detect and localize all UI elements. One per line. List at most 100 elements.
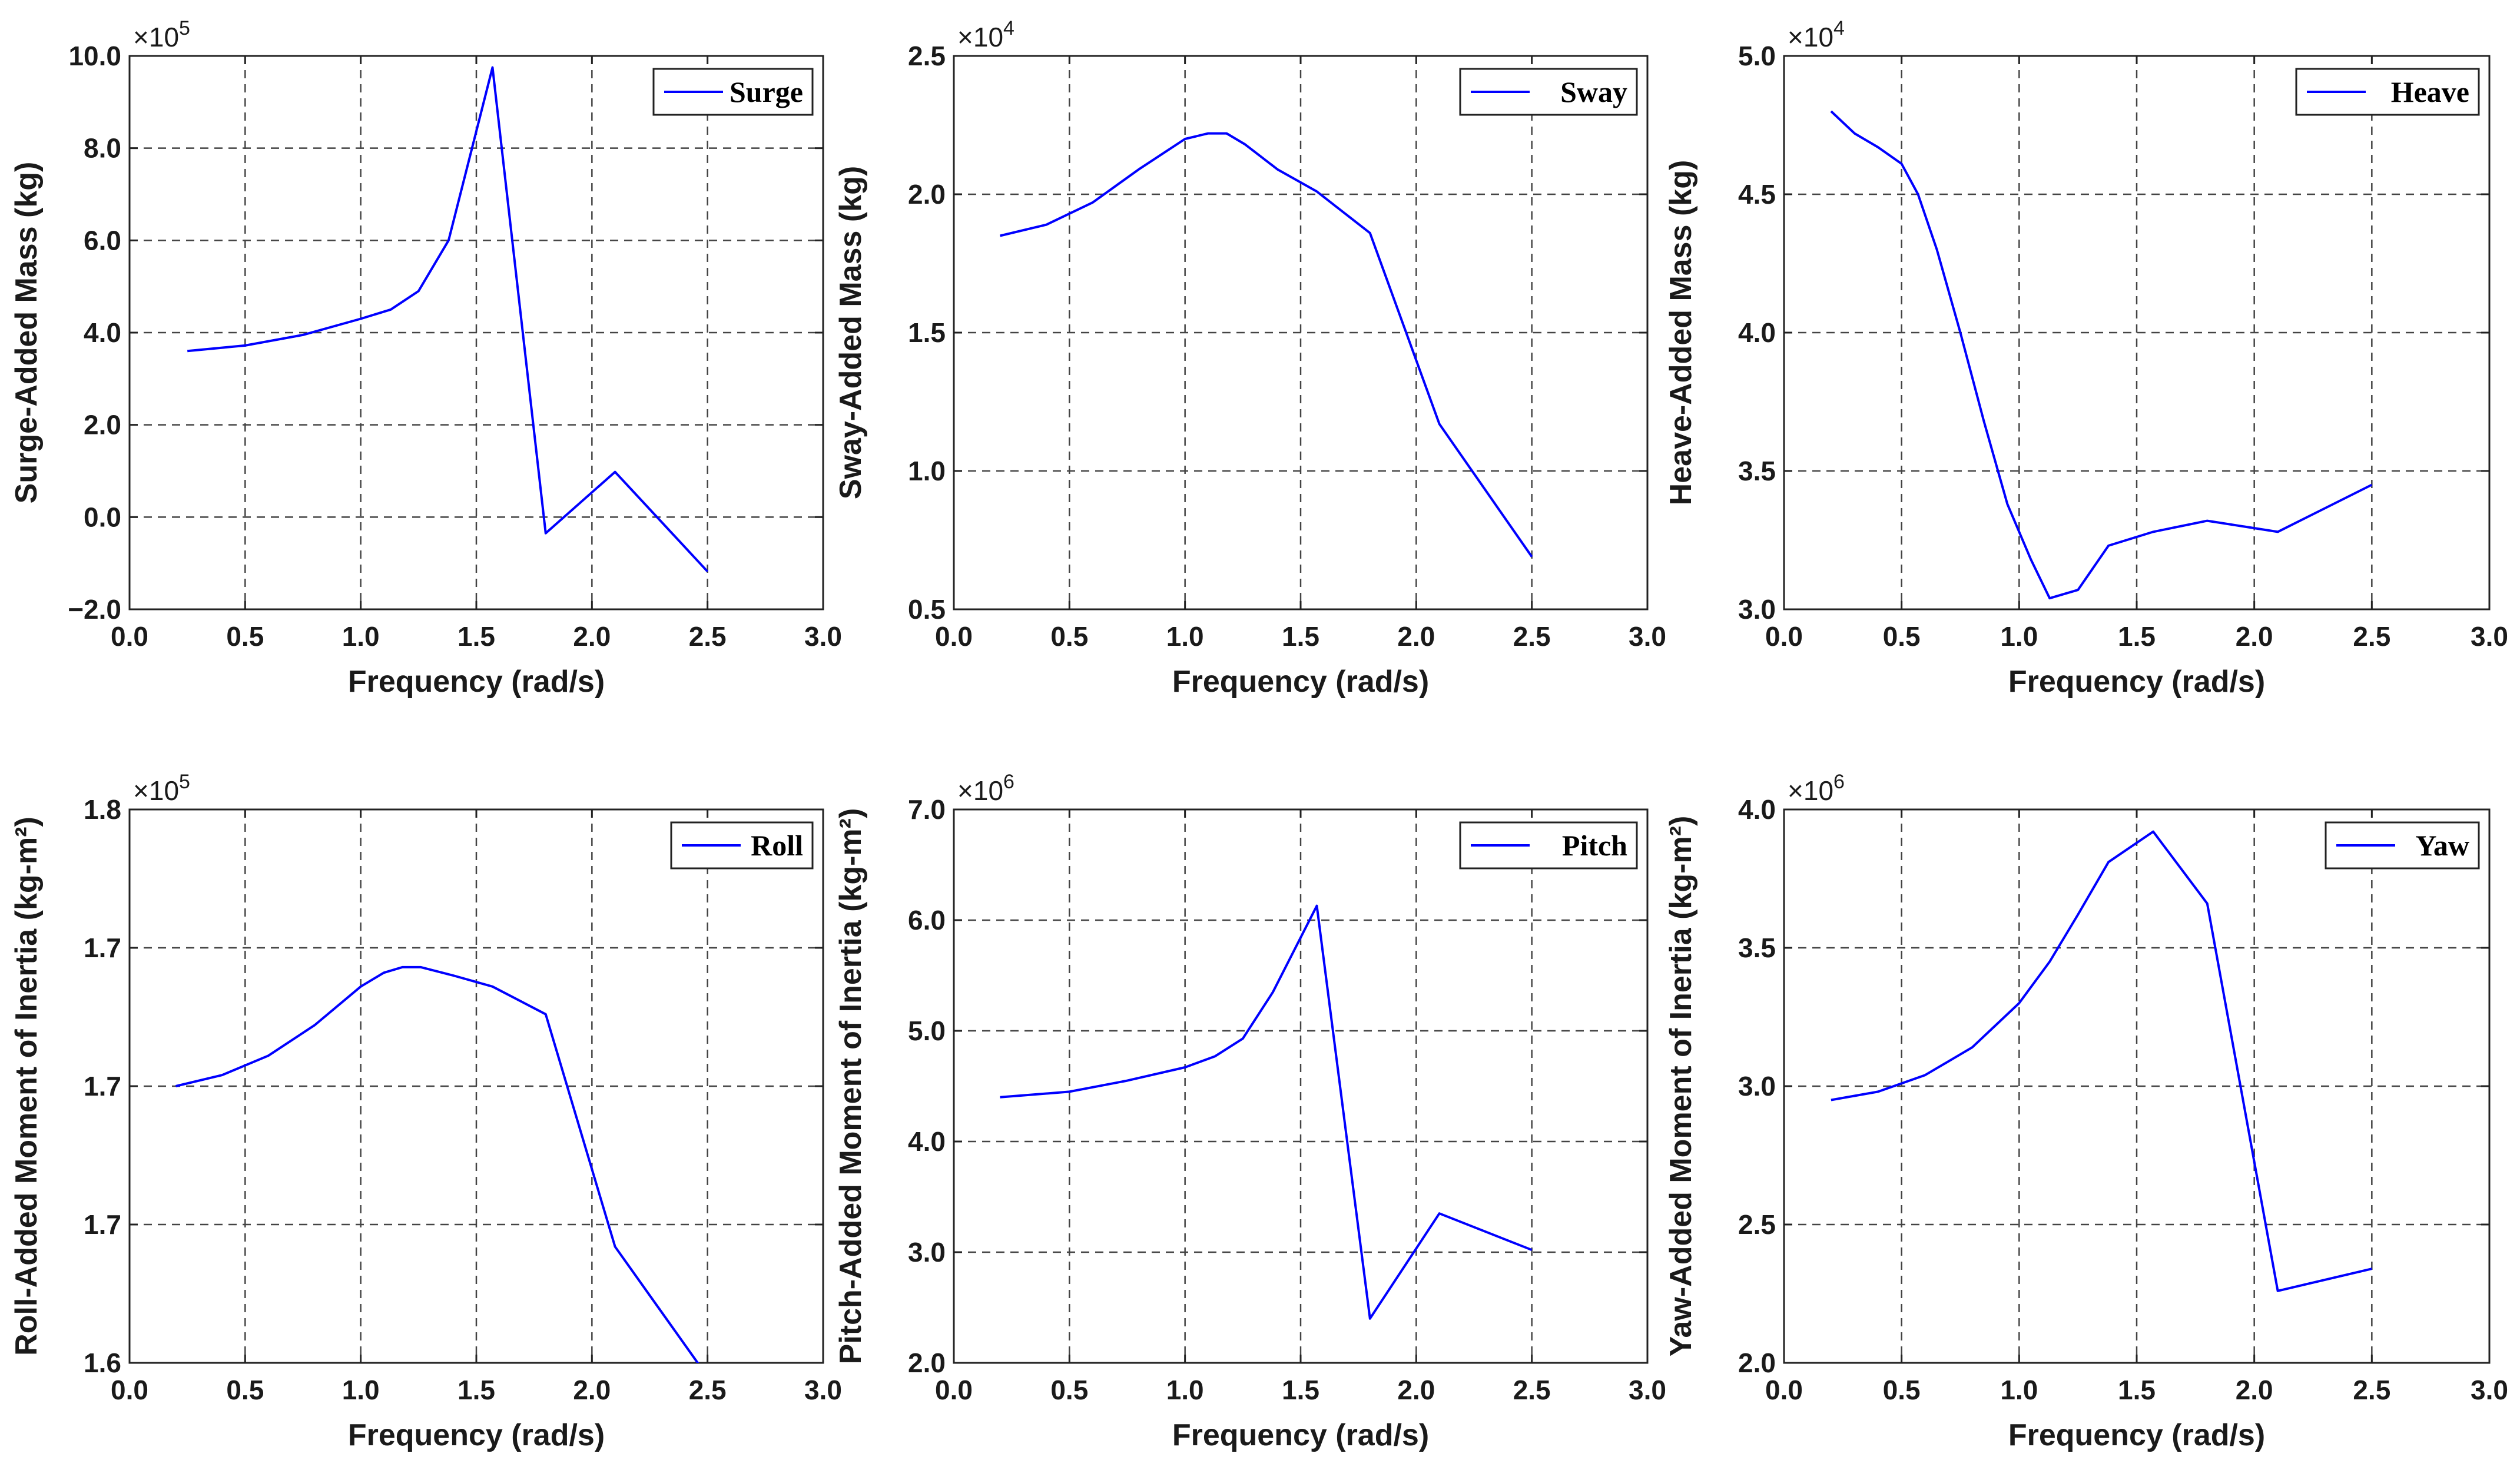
- y-tick-label: 3.0: [1738, 1071, 1776, 1101]
- chart-panel-4: 0.0 0.5 1.0 1.5 2.0 2.5 3.0 1.6 1.7 1.7 1.7 1.8 ×105…: [9, 771, 842, 1452]
- y-tick-label: 0.0: [84, 502, 121, 532]
- x-tick-label: 3.0: [804, 1375, 842, 1405]
- y-tick-label: 4.5: [1738, 179, 1776, 210]
- x-tick-label: 1.5: [1282, 1375, 1319, 1405]
- x-tick-label: 0.5: [226, 621, 264, 652]
- y-tick-label: 6.0: [84, 225, 121, 255]
- x-tick-label: 2.5: [1513, 621, 1551, 652]
- y-tick-label: 0.5: [908, 594, 946, 625]
- x-tick-label: 1.0: [1166, 621, 1204, 652]
- x-tick-label: 0.0: [935, 621, 973, 652]
- y-tick-label: 2.0: [84, 410, 121, 440]
- x-tick-label: 0.5: [1050, 1375, 1088, 1405]
- y-tick-label: 1.5: [908, 317, 946, 348]
- x-tick-label: 1.0: [342, 621, 380, 652]
- x-tick-label: 2.0: [2236, 1375, 2273, 1405]
- x-tick-label: 2.0: [573, 1375, 611, 1405]
- y-tick-label: 1.6: [84, 1348, 121, 1378]
- x-axis-label: Frequency (rad/s): [348, 1418, 605, 1452]
- y-tick-label: 2.5: [908, 41, 946, 71]
- y-tick-label: 4.0: [1738, 794, 1776, 825]
- y-tick-label: 1.7: [84, 1071, 121, 1101]
- legend-label: Surge: [730, 75, 803, 108]
- y-tick-label: 5.0: [1738, 41, 1776, 71]
- x-tick-label: 0.5: [226, 1375, 264, 1405]
- x-tick-label: 2.5: [689, 1375, 727, 1405]
- axis-multiplier: ×105: [133, 17, 190, 52]
- x-tick-label: 2.5: [689, 621, 727, 652]
- legend: Sway: [1459, 68, 1638, 116]
- x-tick-label: 0.0: [111, 1375, 148, 1405]
- y-tick-label: 2.5: [1738, 1209, 1776, 1240]
- y-tick-label: 5.0: [908, 1016, 946, 1046]
- x-axis-label: Frequency (rad/s): [1172, 1418, 1429, 1452]
- legend: Roll: [670, 821, 814, 870]
- x-tick-label: 2.0: [2236, 621, 2273, 652]
- y-tick-label: 2.0: [1738, 1348, 1776, 1378]
- series-line-roll: [175, 965, 699, 1363]
- legend-label: Pitch: [1562, 829, 1627, 862]
- y-tick-label: 3.0: [1738, 594, 1776, 625]
- y-tick-label: 3.5: [1738, 456, 1776, 486]
- x-tick-label: 0.0: [1765, 1375, 1803, 1405]
- legend: Surge: [652, 68, 814, 116]
- x-tick-label: 1.0: [342, 1375, 380, 1405]
- y-axis-label: Heave-Added Mass (kg): [1664, 160, 1698, 506]
- y-tick-label: 10.0: [68, 41, 121, 71]
- y-axis-label: Surge-Added Mass (kg): [9, 162, 44, 504]
- y-axis-label: Yaw-Added Moment of Inertia (kg-m²): [1664, 816, 1698, 1357]
- x-axis-label: Frequency (rad/s): [348, 665, 605, 699]
- x-tick-label: 3.0: [1629, 621, 1666, 652]
- x-tick-label: 2.0: [573, 621, 611, 652]
- series-line-sway: [1000, 132, 1533, 558]
- y-tick-label: 1.0: [908, 456, 946, 486]
- legend: Yaw: [2325, 821, 2480, 870]
- x-tick-label: 2.5: [1513, 1375, 1551, 1405]
- x-tick-label: 0.5: [1050, 621, 1088, 652]
- x-tick-label: 0.0: [935, 1375, 973, 1405]
- y-tick-label: 8.0: [84, 133, 121, 164]
- x-tick-label: 3.0: [2471, 621, 2508, 652]
- y-tick-label: 3.0: [908, 1237, 946, 1267]
- y-tick-label: 3.5: [1738, 933, 1776, 963]
- series-line-heave: [1830, 110, 2373, 600]
- y-tick-label: 7.0: [908, 794, 946, 825]
- axis-multiplier: ×106: [1788, 771, 1845, 806]
- x-tick-label: 1.5: [457, 1375, 495, 1405]
- x-tick-label: 0.0: [1765, 621, 1803, 652]
- legend: Heave: [2295, 68, 2480, 116]
- x-tick-label: 1.0: [2000, 621, 2038, 652]
- x-tick-label: 3.0: [1629, 1375, 1666, 1405]
- chart-panel-1: 0.0 0.5 1.0 1.5 2.0 2.5 3.0−2.00.02.04.06.08.0…: [9, 17, 842, 699]
- axis-multiplier: ×105: [133, 771, 190, 806]
- y-tick-label: 1.8: [84, 794, 121, 825]
- legend-label: Sway: [1560, 75, 1627, 108]
- x-tick-label: 2.5: [2353, 621, 2390, 652]
- x-tick-label: 1.5: [1282, 621, 1319, 652]
- y-tick-label: 4.0: [908, 1126, 946, 1157]
- y-axis-label: Pitch-Added Moment of Inertia (kg-m²): [834, 808, 868, 1365]
- legend-label: Heave: [2391, 75, 2469, 108]
- x-tick-label: 2.0: [1397, 1375, 1435, 1405]
- y-tick-label: 2.0: [908, 179, 946, 210]
- x-tick-label: 2.5: [2353, 1375, 2390, 1405]
- y-axis-label: Sway-Added Mass (kg): [834, 166, 868, 499]
- x-tick-label: 3.0: [804, 621, 842, 652]
- y-tick-label: 1.7: [84, 933, 121, 963]
- chart-panel-5: 0.0 0.5 1.0 1.5 2.0 2.5 3.0 2.0 3.0 4.0 5.0 6.0 7.0 ×…: [834, 771, 1666, 1452]
- y-tick-label: 2.0: [908, 1348, 946, 1378]
- chart-panel-6: 0.0 0.5 1.0 1.5 2.0 2.5 3.0 2.0 2.5 3.0 3.5 4.0 ×106…: [1664, 771, 2508, 1452]
- x-tick-label: 0.0: [111, 621, 148, 652]
- y-tick-label: 4.0: [1738, 317, 1776, 348]
- legend: Pitch: [1459, 821, 1638, 870]
- y-tick-label: 6.0: [908, 905, 946, 935]
- y-axis-label: Roll-Added Moment of Inertia (kg-m²): [9, 817, 44, 1356]
- x-axis-label: Frequency (rad/s): [2008, 665, 2265, 699]
- chart-panel-3: 0.0 0.5 1.0 1.5 2.0 2.5 3.0 3.0 3.5 4.0 4.5 5.0 ×104…: [1664, 17, 2508, 699]
- x-tick-label: 3.0: [2471, 1375, 2508, 1405]
- series-line-pitch: [1000, 904, 1533, 1320]
- series-line-surge: [187, 66, 709, 573]
- y-tick-label: 1.7: [84, 1209, 121, 1240]
- series-line-yaw: [1831, 830, 2372, 1292]
- x-tick-label: 1.5: [2118, 1375, 2156, 1405]
